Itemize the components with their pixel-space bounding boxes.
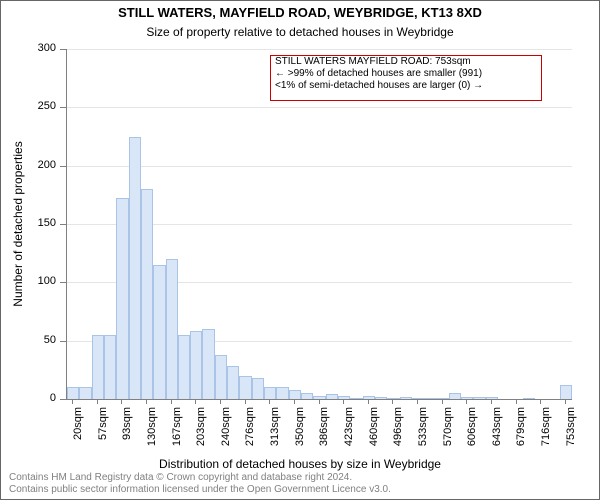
x-tick bbox=[516, 399, 517, 404]
histogram-bar bbox=[178, 335, 190, 399]
gridline bbox=[67, 107, 572, 108]
y-tick-label: 200 bbox=[26, 159, 56, 171]
x-tick bbox=[491, 399, 492, 404]
x-tick bbox=[294, 399, 295, 404]
x-tick bbox=[97, 399, 98, 404]
footer-text: Contains HM Land Registry data © Crown c… bbox=[9, 472, 391, 495]
histogram-bar bbox=[400, 397, 412, 399]
histogram-bar bbox=[264, 387, 276, 399]
histogram-bar bbox=[92, 335, 104, 399]
histogram-bar bbox=[276, 387, 288, 399]
histogram-bar bbox=[141, 189, 153, 399]
histogram-bar bbox=[202, 329, 214, 399]
x-tick bbox=[195, 399, 196, 404]
histogram-bar bbox=[473, 397, 485, 399]
histogram-bar bbox=[461, 397, 473, 399]
histogram-bar bbox=[301, 393, 313, 399]
x-tick bbox=[392, 399, 393, 404]
histogram-bar bbox=[79, 387, 91, 399]
gridline bbox=[67, 49, 572, 50]
chart-title-main: STILL WATERS, MAYFIELD ROAD, WEYBRIDGE, … bbox=[1, 5, 599, 20]
y-tick bbox=[60, 399, 66, 400]
y-tick bbox=[60, 107, 66, 108]
legend-line-2: ← >99% of detached houses are smaller (9… bbox=[275, 68, 541, 80]
y-tick-label: 50 bbox=[26, 334, 56, 346]
histogram-bar bbox=[104, 335, 116, 399]
histogram-bar bbox=[116, 198, 128, 399]
x-tick bbox=[245, 399, 246, 404]
y-tick bbox=[60, 282, 66, 283]
gridline bbox=[67, 166, 572, 167]
legend-line-3: <1% of semi-detached houses are larger (… bbox=[275, 80, 541, 92]
histogram-bar bbox=[326, 394, 338, 399]
x-tick bbox=[540, 399, 541, 404]
y-tick bbox=[60, 341, 66, 342]
x-tick bbox=[368, 399, 369, 404]
histogram-bar bbox=[560, 385, 572, 399]
x-tick bbox=[442, 399, 443, 404]
legend-line-1: STILL WATERS MAYFIELD ROAD: 753sqm bbox=[275, 56, 541, 68]
histogram-bar bbox=[239, 376, 251, 399]
histogram-bar bbox=[412, 398, 424, 399]
y-axis-label: Number of detached properties bbox=[11, 49, 25, 399]
x-tick bbox=[220, 399, 221, 404]
footer-line-2: Contains public sector information licen… bbox=[9, 484, 391, 496]
chart-container: STILL WATERS, MAYFIELD ROAD, WEYBRIDGE, … bbox=[0, 0, 600, 500]
x-tick bbox=[343, 399, 344, 404]
x-tick bbox=[417, 399, 418, 404]
histogram-bar bbox=[424, 398, 436, 399]
histogram-bar bbox=[289, 390, 301, 399]
y-tick bbox=[60, 49, 66, 50]
histogram-bar bbox=[363, 396, 375, 400]
x-tick bbox=[565, 399, 566, 404]
legend-box: STILL WATERS MAYFIELD ROAD: 753sqm ← >99… bbox=[270, 55, 542, 101]
x-tick bbox=[72, 399, 73, 404]
histogram-bar bbox=[387, 398, 399, 399]
histogram-bar bbox=[129, 137, 141, 400]
histogram-bar bbox=[166, 259, 178, 399]
histogram-bar bbox=[227, 366, 239, 399]
histogram-bar bbox=[153, 265, 165, 399]
x-tick bbox=[466, 399, 467, 404]
chart-title-sub: Size of property relative to detached ho… bbox=[1, 25, 599, 39]
histogram-bar bbox=[252, 378, 264, 399]
y-tick-label: 0 bbox=[26, 392, 56, 404]
histogram-bar bbox=[67, 387, 79, 399]
y-tick bbox=[60, 224, 66, 225]
histogram-bar bbox=[338, 396, 350, 400]
y-tick-label: 150 bbox=[26, 217, 56, 229]
footer-line-1: Contains HM Land Registry data © Crown c… bbox=[9, 472, 391, 484]
x-tick bbox=[146, 399, 147, 404]
histogram-bar bbox=[350, 398, 362, 399]
x-axis-label: Distribution of detached houses by size … bbox=[1, 457, 599, 471]
histogram-bar bbox=[523, 398, 535, 399]
histogram-bar bbox=[375, 397, 387, 399]
y-tick-label: 100 bbox=[26, 275, 56, 287]
x-tick bbox=[121, 399, 122, 404]
histogram-bar bbox=[437, 398, 449, 399]
histogram-bar bbox=[215, 355, 227, 399]
y-tick-label: 300 bbox=[26, 42, 56, 54]
plot-area: STILL WATERS MAYFIELD ROAD: 753sqm ← >99… bbox=[66, 49, 572, 400]
x-tick bbox=[319, 399, 320, 404]
x-tick bbox=[269, 399, 270, 404]
x-tick bbox=[171, 399, 172, 404]
y-tick bbox=[60, 166, 66, 167]
y-tick-label: 250 bbox=[26, 100, 56, 112]
histogram-bar bbox=[449, 393, 461, 399]
histogram-bar bbox=[190, 331, 202, 399]
